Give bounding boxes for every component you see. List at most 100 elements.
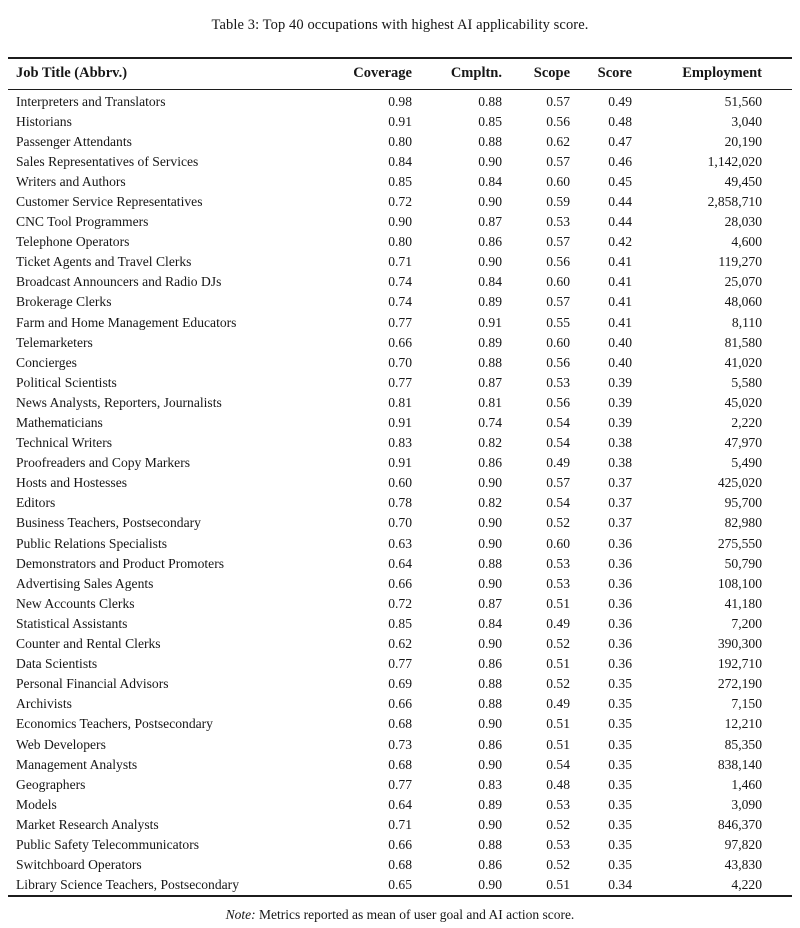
table-row: Public Safety Telecommunicators 0.66 0.88 0…: [8, 835, 792, 855]
job-title-cell: Business Teachers, Postsecondary: [16, 515, 201, 531]
job-title-cell: Archivists: [16, 696, 72, 712]
value-cell: 0.85: [478, 113, 502, 129]
value-cell: 0.36: [608, 656, 632, 672]
value-cell: 0.74: [478, 415, 502, 430]
value-cell: 41,020: [724, 354, 762, 370]
value-cell: 82,980: [724, 515, 762, 531]
value-cell: 275,550: [717, 535, 762, 551]
value-cell: 0.64: [388, 796, 412, 812]
value-cell: 0.37: [608, 495, 632, 511]
job-title-cell: Web Developers: [16, 736, 106, 752]
value-cell: 0.35: [608, 736, 632, 752]
value-cell: 0.72: [388, 193, 412, 209]
value-cell: 0.36: [608, 615, 632, 631]
value-cell: 0.73: [388, 736, 412, 752]
table-row: New Accounts Clerks 0.72 0.87 0.51 0.36 41,18…: [8, 594, 792, 614]
value-cell: 0.56: [546, 354, 570, 370]
value-cell: 0.40: [608, 334, 632, 350]
value-cell: 0.54: [546, 415, 570, 430]
value-cell: 0.42: [608, 234, 632, 250]
value-cell: 0.86: [478, 736, 502, 752]
value-cell: 0.57: [546, 234, 570, 250]
job-title-cell: Telephone Operators: [16, 234, 130, 250]
value-cell: 97,820: [724, 836, 762, 852]
value-cell: 0.80: [388, 133, 412, 149]
job-title-cell: News Analysts, Reporters, Journalists: [16, 394, 222, 410]
value-cell: 0.46: [608, 153, 632, 169]
job-title-cell: Demonstrators and Product Promoters: [16, 555, 225, 571]
table-row: Statistical Assistants 0.85 0.84 0.49 0.36 7,…: [8, 614, 792, 634]
value-cell: 0.87: [478, 214, 502, 230]
value-cell: 0.53: [546, 555, 570, 571]
value-cell: 0.39: [608, 394, 632, 410]
value-cell: 0.60: [546, 173, 570, 189]
value-cell: 0.56: [546, 254, 570, 270]
value-cell: 0.52: [546, 636, 570, 652]
table-row: Advertising Sales Agents 0.66 0.90 0.53 0.36…: [8, 574, 792, 594]
value-cell: 0.74: [388, 294, 412, 310]
value-cell: 7,150: [731, 696, 762, 712]
value-cell: 0.74: [388, 274, 412, 290]
value-cell: 25,070: [724, 274, 762, 290]
value-cell: 49,450: [724, 173, 762, 189]
job-title-cell: New Accounts Clerks: [16, 595, 135, 611]
value-cell: 48,060: [724, 294, 762, 310]
value-cell: 85,350: [724, 736, 762, 752]
value-cell: 0.88: [478, 696, 502, 712]
value-cell: 0.70: [388, 515, 412, 531]
table-row: News Analysts, Reporters, Journalists 0.8…: [8, 393, 792, 413]
value-cell: 45,020: [724, 394, 762, 410]
table-row: Editors 0.78 0.82 0.54 0.37 95,700: [8, 493, 792, 513]
value-cell: 7,200: [731, 615, 762, 631]
value-cell: 4,220: [731, 877, 762, 893]
value-cell: 0.35: [608, 857, 632, 873]
footnote-label: Note:: [225, 907, 256, 923]
value-cell: 0.89: [478, 294, 502, 310]
table-row: Broadcast Announcers and Radio DJs 0.74 0.…: [8, 272, 792, 292]
value-cell: 0.35: [608, 756, 632, 772]
job-title-cell: Proofreaders and Copy Markers: [16, 455, 191, 471]
job-title-cell: Historians: [16, 113, 72, 129]
value-cell: 0.60: [546, 274, 570, 290]
job-title-cell: Broadcast Announcers and Radio DJs: [16, 274, 222, 290]
value-cell: 0.40: [608, 354, 632, 370]
job-title-cell: Brokerage Clerks: [16, 294, 112, 310]
value-cell: 5,580: [731, 374, 762, 390]
value-cell: 81,580: [724, 334, 762, 350]
table-caption: Table 3: Top 40 occupations with highest…: [211, 17, 589, 33]
column-header-scope: Scope: [502, 57, 570, 90]
value-cell: 0.91: [388, 415, 412, 430]
job-title-cell: Sales Representatives of Services: [16, 153, 199, 169]
table-row: Personal Financial Advisors 0.69 0.88 0.52 0…: [8, 674, 792, 694]
value-cell: 119,270: [718, 254, 762, 270]
value-cell: 12,210: [724, 716, 762, 732]
value-cell: 0.41: [608, 294, 632, 310]
value-cell: 0.56: [546, 394, 570, 410]
table-row: Concierges 0.70 0.88 0.56 0.40 41,020: [8, 353, 792, 373]
job-title-cell: Data Scientists: [16, 656, 98, 672]
job-title-cell: Telemarketers: [16, 334, 93, 350]
value-cell: 20,190: [724, 133, 762, 149]
value-cell: 0.49: [546, 455, 570, 471]
value-cell: 0.36: [608, 636, 632, 652]
value-cell: 0.84: [478, 173, 502, 189]
value-cell: 0.68: [388, 857, 412, 873]
value-cell: 0.52: [546, 816, 570, 832]
value-cell: 0.37: [608, 475, 632, 491]
value-cell: 0.81: [478, 394, 502, 410]
job-title-cell: Mathematicians: [16, 415, 103, 430]
value-cell: 0.86: [478, 234, 502, 250]
value-cell: 0.60: [546, 535, 570, 551]
value-cell: 0.41: [608, 274, 632, 290]
value-cell: 0.84: [478, 274, 502, 290]
value-cell: 5,490: [731, 455, 762, 471]
value-cell: 0.44: [608, 214, 632, 230]
job-title-cell: Counter and Rental Clerks: [16, 636, 161, 652]
value-cell: 0.86: [478, 857, 502, 873]
value-cell: 0.66: [388, 575, 412, 591]
value-cell: 0.88: [478, 133, 502, 149]
value-cell: 28,030: [724, 214, 762, 230]
occupations-table: Job Title (Abbrv.) Coverage Cmpltn. Scop…: [8, 57, 792, 898]
value-cell: 0.85: [388, 615, 412, 631]
value-cell: 0.91: [388, 113, 412, 129]
